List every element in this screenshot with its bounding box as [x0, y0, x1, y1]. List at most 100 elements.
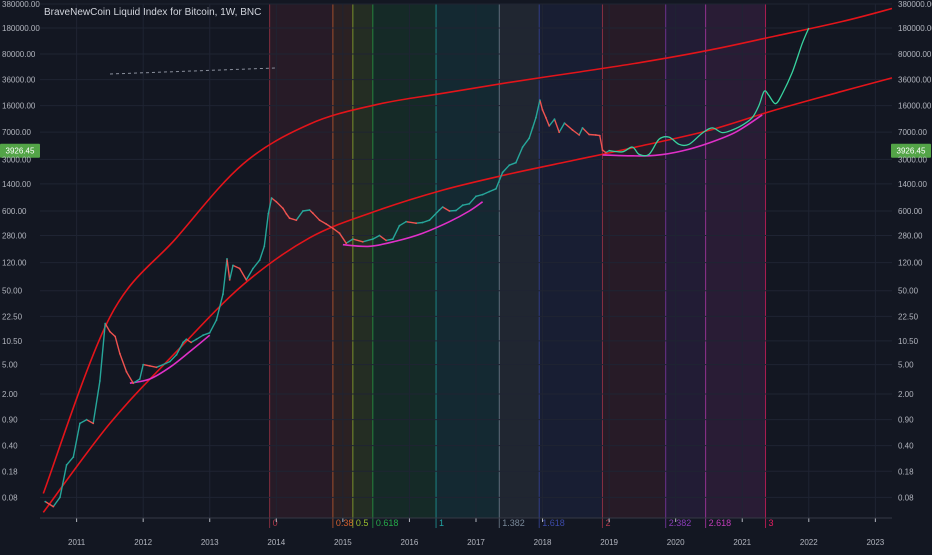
y-tick-label-left-19: 0.08 — [2, 493, 18, 502]
y-tick-label-left-17: 0.40 — [2, 442, 18, 451]
fib-zone-label-10: 3 — [769, 518, 774, 528]
y-tick-label-right-14: 5.00 — [898, 361, 914, 370]
price-point-78 — [528, 137, 531, 140]
y-tick-label-left-8: 600.00 — [2, 207, 27, 216]
x-tick-label-5: 2016 — [401, 538, 419, 547]
price-point-63 — [428, 219, 431, 222]
x-tick-label-12: 2023 — [866, 538, 884, 547]
price-point-30 — [226, 258, 228, 260]
y-tick-label-right-1: 180000.00 — [898, 24, 932, 33]
price-point-66 — [448, 210, 451, 212]
y-tick-label-right-12: 22.50 — [898, 312, 919, 321]
price-segment-18 — [149, 365, 157, 368]
price-segment-37 — [259, 246, 265, 261]
y-tick-label-left-10: 120.00 — [2, 259, 27, 268]
price-point-3 — [65, 464, 68, 466]
price-point-53 — [351, 238, 354, 241]
price-point-79 — [531, 127, 534, 129]
price-segment-53 — [345, 238, 354, 244]
y-tick-label-right-9: 280.00 — [898, 231, 923, 240]
price-point-81 — [539, 99, 541, 101]
price-segment-56 — [372, 234, 380, 240]
y-tick-label-right-0: 380000.00 — [898, 0, 932, 9]
price-point-51 — [338, 232, 341, 235]
price-point-62 — [421, 221, 424, 224]
fib-zone-7 — [602, 4, 666, 518]
y-tick-label-right-16: 0.90 — [898, 416, 914, 425]
price-point-12 — [119, 352, 121, 355]
y-tick-label-right-19: 0.08 — [898, 493, 914, 502]
price-segment-70 — [468, 195, 477, 205]
price-point-21 — [175, 353, 178, 356]
fib-zone-4 — [436, 4, 500, 518]
price-point-38 — [267, 212, 270, 215]
price-point-48 — [318, 219, 321, 222]
y-tick-label-left-3: 36000.00 — [2, 76, 36, 85]
price-segment-13 — [119, 353, 128, 373]
x-tick-label-11: 2022 — [800, 538, 818, 547]
price-segment-35 — [245, 268, 254, 281]
fib-zone-label-4: 1 — [439, 518, 444, 528]
price-point-49 — [325, 223, 328, 225]
price-segment-21 — [169, 354, 177, 363]
fib-zone-0 — [269, 4, 333, 518]
accumulation-arc-1 — [342, 201, 484, 248]
price-point-88 — [571, 129, 574, 131]
price-point-85 — [553, 118, 556, 121]
price-point-14 — [132, 382, 135, 385]
accumulation-arc-0 — [129, 334, 211, 384]
fib-zone-8 — [665, 4, 706, 518]
price-point-36 — [258, 259, 261, 261]
y-tick-label-left-1: 180000.00 — [2, 24, 40, 33]
y-tick-label-right-5: 7000.00 — [898, 128, 927, 137]
price-point-61 — [415, 222, 417, 225]
price-point-22 — [182, 341, 185, 344]
price-point-74 — [501, 171, 504, 174]
price-segment-81 — [535, 99, 541, 118]
price-point-67 — [455, 209, 457, 212]
price-point-28 — [215, 319, 218, 321]
price-point-68 — [461, 204, 464, 207]
y-tick-label-right-4: 16000.00 — [898, 102, 932, 111]
price-segment-34 — [239, 268, 247, 281]
price-segment-62 — [416, 221, 423, 224]
price-segment-88 — [564, 122, 573, 131]
price-point-25 — [195, 338, 198, 341]
price-point-17 — [148, 365, 151, 367]
price-point-16 — [142, 363, 145, 366]
price-point-92 — [594, 134, 597, 136]
price-point-0 — [44, 500, 47, 503]
y-tick-label-left-14: 5.00 — [2, 361, 18, 370]
price-segment-10 — [104, 323, 111, 332]
y-tick-label-right-15: 2.00 — [898, 390, 914, 399]
price-segment-6 — [79, 419, 87, 425]
price-segment-39 — [267, 197, 273, 214]
price-point-84 — [548, 125, 551, 127]
price-point-55 — [371, 238, 374, 241]
price-segment-76 — [509, 162, 517, 166]
y-tick-label-left-2: 80000.00 — [2, 50, 36, 59]
price-segment-61 — [405, 221, 417, 224]
price-point-47 — [312, 212, 314, 215]
price-segment-83 — [541, 109, 547, 118]
price-point-13 — [125, 370, 128, 373]
price-point-86 — [558, 131, 561, 134]
price-segment-54 — [352, 238, 363, 243]
channel-upper-curve — [42, 7, 893, 494]
price-point-46 — [308, 209, 311, 211]
price-segment-43 — [285, 213, 291, 219]
price-segment-58 — [385, 238, 393, 242]
last-price-label-left: 3926.45 — [6, 147, 35, 156]
y-tick-label-left-12: 22.50 — [2, 312, 23, 321]
price-point-60 — [405, 220, 407, 223]
price-point-2 — [59, 496, 61, 499]
price-segment-46 — [302, 209, 310, 212]
price-segment-17 — [143, 363, 150, 367]
last-price-label-right: 3926.45 — [897, 147, 926, 156]
price-point-27 — [208, 331, 211, 334]
price-segment-15 — [132, 378, 141, 384]
price-point-4 — [72, 456, 75, 458]
price-segment-59 — [392, 225, 401, 240]
price-point-59 — [398, 224, 401, 227]
